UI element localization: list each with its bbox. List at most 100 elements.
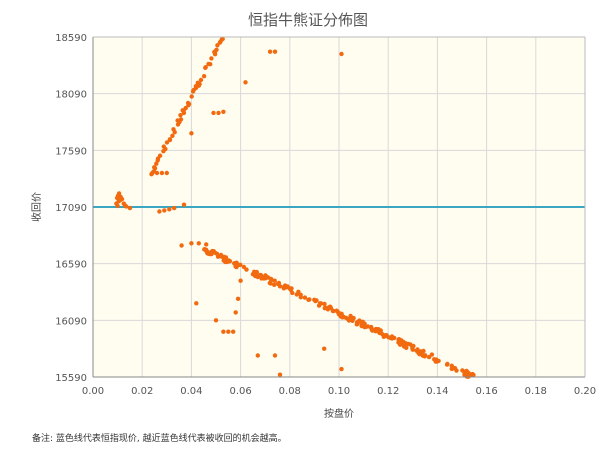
data-point <box>172 205 177 211</box>
data-point <box>272 278 277 283</box>
y-tick-label: 15590 <box>55 373 87 384</box>
data-point <box>171 127 176 132</box>
data-point <box>213 318 219 323</box>
x-tick-label: 0.16 <box>475 386 497 397</box>
data-point <box>426 354 432 360</box>
data-point <box>354 320 360 325</box>
data-point <box>221 109 226 115</box>
data-point <box>307 297 312 302</box>
data-point <box>277 284 283 289</box>
data-point <box>164 170 169 176</box>
data-point <box>154 161 159 166</box>
data-point <box>194 301 199 306</box>
data-point <box>404 345 409 350</box>
data-point <box>410 346 415 351</box>
data-point <box>272 49 278 54</box>
data-point <box>214 251 220 256</box>
data-point <box>267 49 273 54</box>
data-point <box>434 357 439 362</box>
data-point <box>429 352 435 357</box>
data-point <box>203 65 208 71</box>
y-tick-label: 16590 <box>55 260 87 271</box>
data-point <box>257 272 263 278</box>
y-axis-label: 收回价 <box>30 192 43 222</box>
data-point <box>389 334 395 339</box>
data-point <box>298 292 303 297</box>
x-tick-label: 0.04 <box>180 386 202 397</box>
data-point <box>202 247 207 252</box>
data-point <box>350 318 355 323</box>
data-point <box>179 243 184 248</box>
data-point <box>178 113 183 118</box>
x-tick-label: 0.14 <box>426 386 448 397</box>
x-tick-label: 0.08 <box>279 386 301 397</box>
data-point <box>152 166 158 171</box>
data-point <box>214 47 219 52</box>
data-point <box>317 301 323 306</box>
data-point <box>244 267 249 272</box>
data-point <box>201 74 207 79</box>
data-point <box>221 258 226 263</box>
data-point <box>167 137 173 143</box>
data-point <box>163 146 168 152</box>
data-point <box>282 285 287 290</box>
data-point <box>415 347 420 352</box>
data-point <box>164 140 170 145</box>
data-point <box>235 296 241 301</box>
data-point <box>189 131 194 136</box>
data-point <box>124 204 129 209</box>
data-point <box>269 276 274 282</box>
data-point <box>149 172 154 177</box>
data-point <box>159 170 165 176</box>
x-tick-label: 0.06 <box>229 386 251 397</box>
data-point <box>290 290 295 296</box>
data-point <box>211 249 216 254</box>
data-point <box>226 259 231 264</box>
data-point <box>287 286 292 291</box>
data-point <box>231 329 236 334</box>
chart-title: 恒指牛熊证分佈图 <box>248 11 368 29</box>
data-point <box>177 119 182 125</box>
data-point <box>221 329 226 334</box>
data-point <box>198 77 204 83</box>
data-point <box>322 301 327 307</box>
data-point <box>272 353 278 358</box>
data-point <box>154 170 160 176</box>
data-point <box>345 316 351 322</box>
data-point <box>454 368 459 373</box>
data-point <box>167 207 172 212</box>
y-tick-label: 16090 <box>55 316 87 327</box>
data-point <box>370 328 375 333</box>
data-point <box>206 61 211 67</box>
data-point <box>339 366 344 372</box>
data-point <box>116 191 122 196</box>
data-point <box>255 353 260 358</box>
data-point <box>127 205 133 211</box>
chart-note: 备注: 蓝色线代表恒指现价, 越近蓝色线代表被收回的机会越高。 <box>32 434 287 444</box>
data-point <box>243 80 248 85</box>
data-point <box>155 156 161 161</box>
data-point <box>322 306 327 311</box>
data-point <box>384 333 389 339</box>
data-point <box>277 372 283 377</box>
y-tick-label: 17090 <box>55 203 87 214</box>
data-point <box>217 40 223 45</box>
data-point <box>204 242 209 247</box>
data-point <box>157 209 162 214</box>
data-point <box>272 282 277 287</box>
data-point <box>170 133 175 138</box>
data-point <box>233 310 238 315</box>
data-point <box>360 321 365 326</box>
x-tick-label: 0.20 <box>574 386 596 397</box>
data-point <box>376 327 381 332</box>
data-point <box>233 264 238 269</box>
data-point <box>263 273 268 278</box>
data-point <box>209 56 214 61</box>
data-point <box>330 308 335 313</box>
data-point <box>206 251 211 256</box>
data-point <box>162 208 167 213</box>
data-point <box>115 203 120 209</box>
data-point <box>189 241 194 246</box>
data-point <box>193 84 199 89</box>
x-tick-label: 0.12 <box>377 386 399 397</box>
